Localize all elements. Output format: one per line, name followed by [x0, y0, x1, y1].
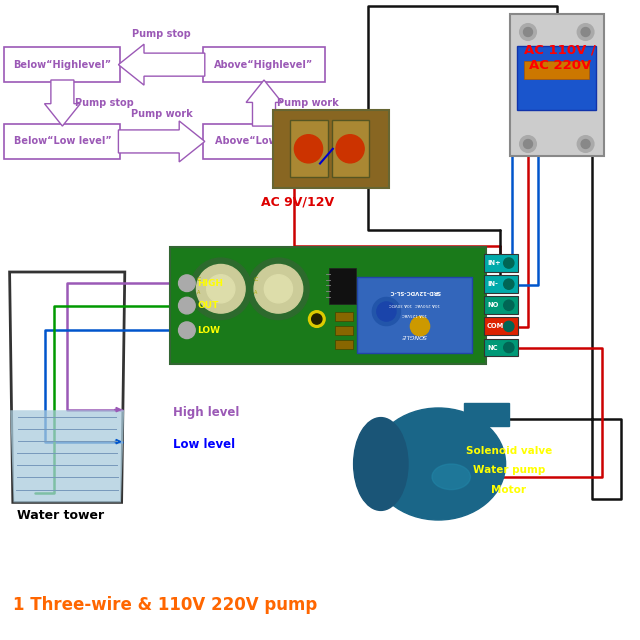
Text: NO: NO	[487, 302, 499, 308]
Circle shape	[577, 24, 594, 40]
Circle shape	[524, 28, 532, 36]
FancyBboxPatch shape	[517, 45, 596, 110]
Text: Motor: Motor	[492, 484, 526, 495]
Circle shape	[179, 275, 195, 291]
FancyBboxPatch shape	[484, 254, 518, 272]
FancyBboxPatch shape	[203, 47, 325, 82]
FancyBboxPatch shape	[484, 296, 518, 314]
Circle shape	[577, 136, 594, 152]
Text: HIGH: HIGH	[197, 278, 223, 288]
Circle shape	[581, 140, 590, 148]
Polygon shape	[10, 410, 124, 502]
Text: Pump work: Pump work	[131, 109, 193, 119]
Text: IN+: IN+	[487, 260, 500, 266]
Circle shape	[179, 322, 195, 339]
Polygon shape	[118, 121, 205, 162]
Text: Low level: Low level	[173, 438, 235, 451]
Circle shape	[520, 136, 536, 152]
Text: Above“Highlevel”: Above“Highlevel”	[214, 60, 314, 70]
Text: LOW: LOW	[197, 326, 220, 335]
FancyBboxPatch shape	[484, 339, 518, 356]
Text: Pump stop: Pump stop	[76, 98, 134, 108]
Ellipse shape	[371, 408, 506, 520]
Circle shape	[372, 298, 401, 326]
Circle shape	[410, 317, 429, 336]
Circle shape	[336, 135, 364, 163]
Text: C: C	[254, 277, 259, 282]
Text: 10A 250VAC  10A 30VDC: 10A 250VAC 10A 30VDC	[388, 302, 440, 306]
Text: Below“Highlevel”: Below“Highlevel”	[13, 60, 111, 70]
Polygon shape	[44, 80, 81, 126]
FancyBboxPatch shape	[332, 120, 369, 177]
Text: NC: NC	[487, 344, 497, 351]
Circle shape	[377, 302, 396, 321]
Text: COM: COM	[487, 323, 504, 330]
Circle shape	[581, 28, 590, 36]
Text: Solenoid valve: Solenoid valve	[466, 446, 552, 456]
Polygon shape	[118, 44, 205, 85]
FancyBboxPatch shape	[273, 110, 389, 188]
FancyBboxPatch shape	[484, 317, 518, 335]
Text: Pump work: Pump work	[277, 98, 339, 108]
FancyBboxPatch shape	[4, 124, 120, 159]
Polygon shape	[10, 272, 125, 502]
Circle shape	[294, 135, 323, 163]
FancyBboxPatch shape	[335, 312, 353, 321]
Text: Above“Low level”: Above“Low level”	[214, 136, 314, 147]
Circle shape	[254, 264, 303, 313]
Text: C: C	[196, 277, 201, 282]
Circle shape	[207, 275, 235, 303]
FancyBboxPatch shape	[357, 277, 472, 353]
FancyBboxPatch shape	[335, 340, 353, 349]
Polygon shape	[246, 80, 282, 126]
Circle shape	[504, 342, 514, 353]
FancyBboxPatch shape	[203, 124, 325, 159]
FancyBboxPatch shape	[170, 247, 486, 364]
Circle shape	[504, 258, 514, 268]
Text: SONGLE: SONGLE	[401, 333, 428, 339]
Circle shape	[308, 311, 325, 328]
FancyBboxPatch shape	[335, 326, 353, 335]
Circle shape	[264, 275, 292, 303]
Circle shape	[520, 24, 536, 40]
Text: A: A	[254, 290, 257, 295]
Ellipse shape	[354, 417, 408, 511]
Ellipse shape	[432, 464, 470, 490]
Circle shape	[190, 258, 252, 319]
Text: 1 Three-wire & 110V 220V pump: 1 Three-wire & 110V 220V pump	[13, 596, 317, 614]
Text: A: A	[196, 290, 200, 295]
Circle shape	[524, 140, 532, 148]
Circle shape	[248, 258, 309, 319]
Bar	[464, 403, 509, 426]
Circle shape	[504, 321, 514, 332]
Text: IN-: IN-	[487, 281, 498, 287]
Circle shape	[312, 314, 322, 324]
FancyBboxPatch shape	[290, 120, 328, 177]
Text: Water pump: Water pump	[472, 465, 545, 476]
Text: High level: High level	[173, 406, 239, 419]
FancyBboxPatch shape	[329, 268, 356, 304]
FancyBboxPatch shape	[510, 14, 604, 156]
Text: Below“Low level”: Below“Low level”	[13, 136, 111, 147]
Text: 10A 125VAC: 10A 125VAC	[402, 312, 427, 316]
Circle shape	[504, 279, 514, 289]
FancyBboxPatch shape	[484, 275, 518, 293]
Text: AC 110V /
AC 220V: AC 110V / AC 220V	[524, 43, 596, 72]
FancyBboxPatch shape	[4, 47, 120, 82]
Text: AC 9V/12V: AC 9V/12V	[261, 195, 334, 208]
Circle shape	[196, 264, 245, 313]
Text: Pump stop: Pump stop	[132, 29, 191, 39]
Text: SRD-12VDC-SL-C: SRD-12VDC-SL-C	[388, 289, 440, 294]
Circle shape	[504, 300, 514, 310]
Circle shape	[179, 297, 195, 314]
Text: OUT: OUT	[197, 301, 218, 310]
FancyBboxPatch shape	[524, 61, 589, 79]
Text: Water tower: Water tower	[17, 509, 104, 522]
